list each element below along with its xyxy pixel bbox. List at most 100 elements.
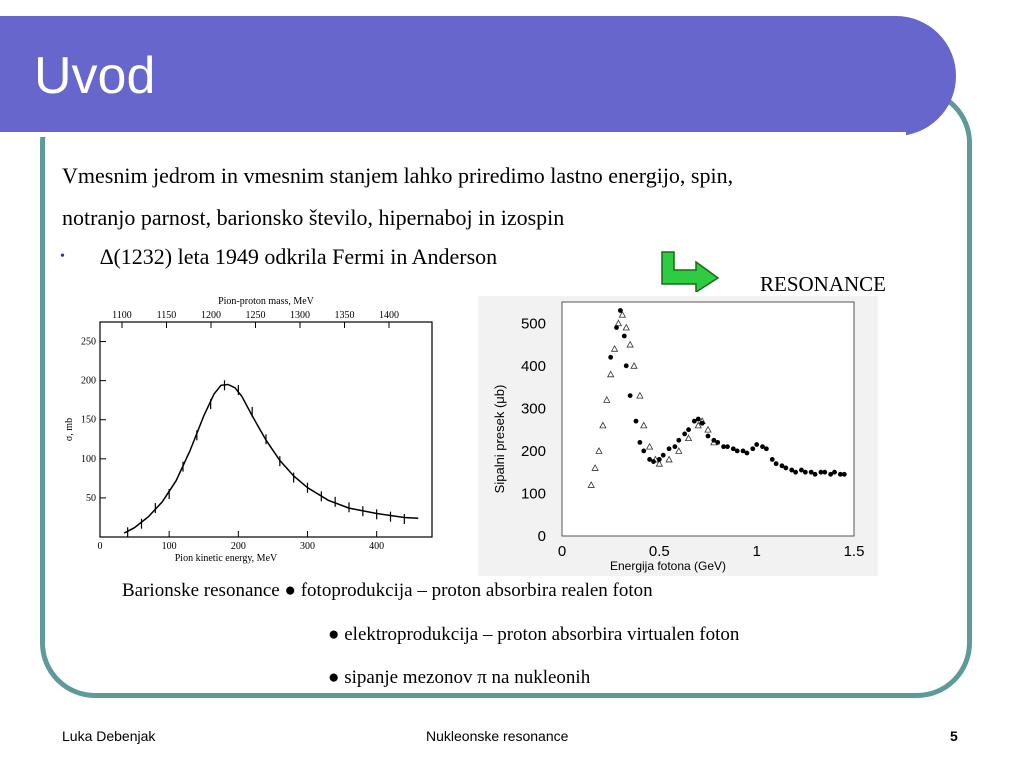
x-tick-label: 400 (369, 541, 384, 552)
y-tick-label: 300 (521, 400, 546, 417)
x-tick-label: 1.5 (844, 543, 865, 560)
y-tick-label: 100 (81, 454, 96, 465)
y-tick-label: 500 (521, 315, 546, 332)
green-arrow-icon (661, 251, 720, 292)
dot-data-point (672, 444, 678, 450)
intro-line-2: notranjo parnost, barionsko število, hip… (62, 205, 565, 230)
dot-data-point (721, 444, 726, 450)
triangle-data-point (618, 310, 627, 318)
dot-data-point (734, 448, 740, 454)
pion-proton-cross-section-chart: Pion-proton mass, MeV 1100 1150 1200 1250 130… (64, 296, 433, 564)
dot-data-point (621, 333, 627, 339)
y-tick-label: 150 (81, 415, 96, 426)
dot-data-point (725, 444, 730, 450)
dot-data-point (647, 457, 652, 462)
title-divider (0, 132, 906, 137)
top-tick-label: 1150 (157, 310, 177, 321)
triangle-data-point (675, 447, 683, 454)
y-axis-label: Sipalni presek (μb) (492, 385, 507, 494)
y-tick-label: 400 (521, 358, 546, 375)
dot-data-point (618, 308, 623, 313)
dot-data-point (818, 469, 824, 475)
dot-data-point (715, 440, 721, 445)
dot-data-point (730, 446, 736, 452)
x-tick-label: 300 (300, 541, 315, 552)
footer-topic: Nukleonske resonance (426, 728, 569, 744)
y-tick-label: 100 (521, 485, 546, 502)
y-tick-label: 0 (538, 528, 546, 545)
dot-data-point (750, 446, 756, 452)
dot-data-point (627, 393, 633, 398)
triangle-data-point (704, 425, 712, 433)
dot-data-point (641, 448, 647, 454)
dot-data-point (682, 431, 688, 437)
top-axis-label: Pion-proton mass, MeV (218, 296, 315, 307)
dot-data-point (754, 442, 760, 447)
top-tick-label: 1400 (379, 310, 399, 321)
top-tick-label: 1250 (246, 310, 266, 321)
dot-data-point (705, 433, 711, 439)
dot-data-point (623, 363, 629, 369)
cross-section-curve (123, 383, 419, 534)
x-tick-label: 0 (98, 541, 103, 552)
dot-data-point (802, 469, 808, 475)
triangle-data-point (684, 434, 693, 442)
x-axis-label: Energija fotona (GeV) (610, 559, 726, 573)
photon-cross-section-chart: 0 100 200 300 400 500 0 0.5 1 1.5 Energija fotona … (478, 296, 878, 576)
caption-line-3: ● sipanje mezonov π na nukleonih (328, 667, 591, 688)
x-tick-label: 0.5 (649, 543, 670, 560)
dot-data-point (779, 463, 785, 469)
triangle-data-point (665, 455, 673, 463)
dot-data-point (608, 354, 614, 360)
triangle-data-point (591, 464, 599, 471)
footer-page-number: 5 (950, 728, 958, 744)
top-tick-label: 1100 (112, 310, 132, 321)
dot-data-point (744, 450, 750, 456)
dot-data-point (695, 416, 701, 422)
slide-title: Uvod (34, 47, 156, 105)
y-tick-label: 50 (86, 493, 96, 504)
triangle-data-point (655, 459, 664, 467)
dot-data-point (651, 459, 656, 464)
dot-data-point (764, 446, 769, 452)
y-axis-label: σ, mb (64, 418, 75, 441)
dot-data-point (666, 446, 672, 452)
dot-data-point (837, 471, 843, 477)
dot-data-point (841, 471, 847, 477)
dot-data-point (812, 471, 818, 477)
triangle-data-point (614, 319, 623, 327)
caption-line-1: Barionske resonance ● fotoprodukcija – p… (122, 580, 653, 601)
triangle-data-point (694, 421, 702, 429)
title-band (0, 16, 956, 136)
dot-data-point (789, 467, 795, 473)
triangle-data-point (606, 370, 615, 378)
caption-line-2: ● elektroprodukcija – proton absorbira v… (328, 624, 740, 645)
triangle-data-point (645, 442, 654, 450)
dot-data-point (828, 471, 834, 477)
dot-data-point (699, 420, 705, 426)
x-tick-label: 200 (231, 541, 246, 552)
x-tick-label: 0 (558, 543, 566, 560)
y-tick-label: 200 (81, 376, 96, 387)
dot-data-point (633, 418, 639, 424)
triangle-data-point (599, 421, 607, 429)
dot-data-point (822, 469, 828, 475)
x-tick-label: 100 (162, 541, 177, 552)
triangle-data-point (710, 438, 718, 446)
top-tick-label: 1350 (335, 310, 355, 321)
dot-data-point (783, 465, 789, 471)
dot-data-point (656, 457, 662, 462)
triangle-data-point (640, 421, 648, 429)
dot-data-point (637, 440, 643, 445)
dot-data-point (773, 461, 779, 467)
dot-data-point (691, 418, 697, 424)
dot-data-point (676, 437, 682, 443)
y-tick-label: 250 (81, 337, 96, 348)
triangle-data-point (603, 396, 611, 403)
triangle-data-point (636, 391, 644, 399)
footer-author: Luka Debenjak (62, 728, 156, 744)
dot-data-point (799, 467, 804, 473)
dot-data-point (614, 325, 619, 330)
top-tick-label: 1200 (201, 310, 221, 321)
bullet-delta-text: ∆(1232) leta 1949 odkrila Fermi in Ander… (100, 244, 498, 269)
